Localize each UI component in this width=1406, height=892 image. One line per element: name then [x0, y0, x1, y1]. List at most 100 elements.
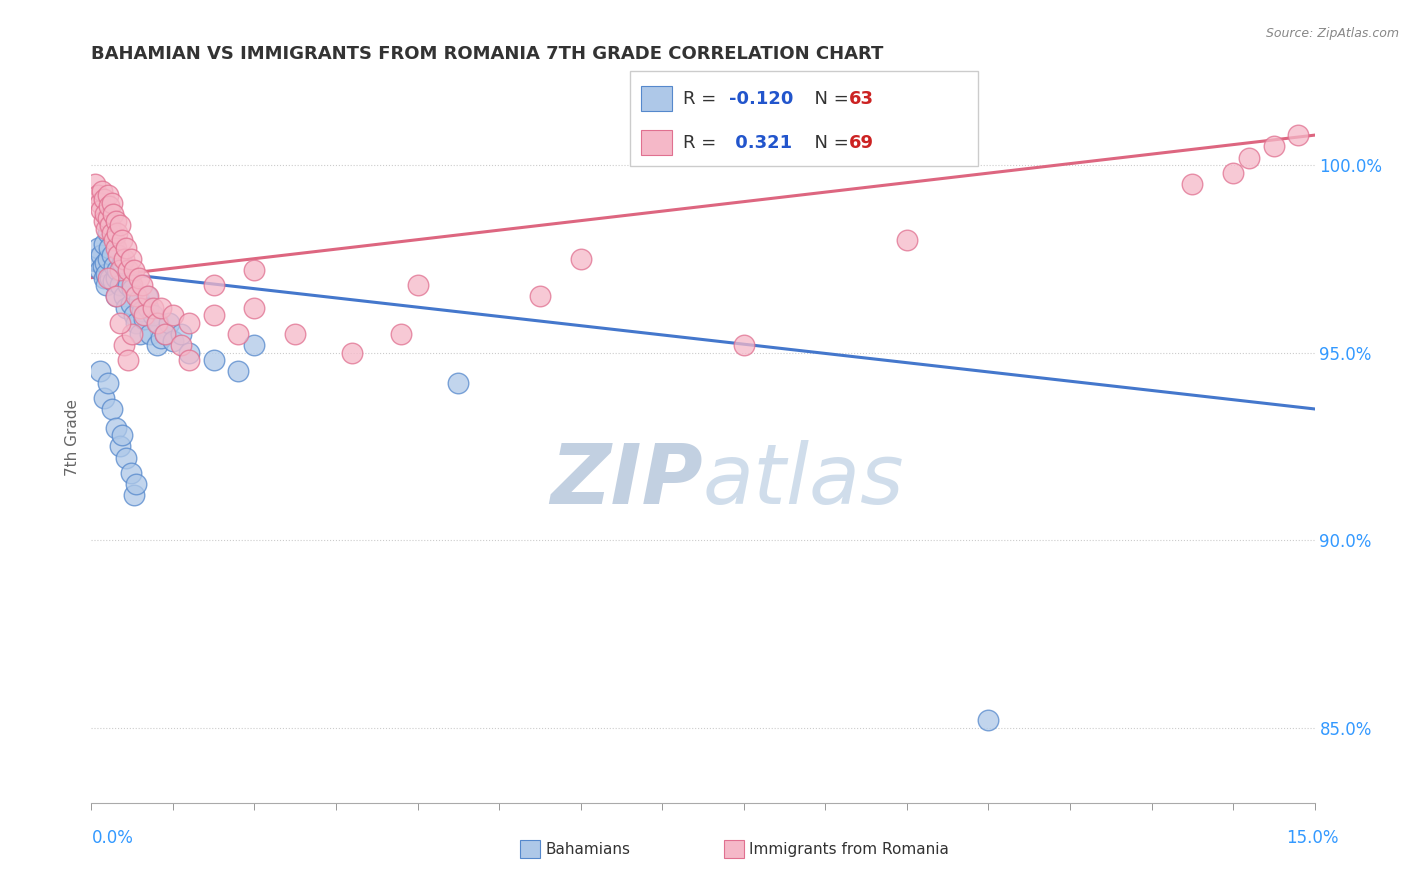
Point	[87, 188, 110, 202]
Point	[202, 308, 225, 322]
Point	[138, 289, 160, 303]
Point	[93, 214, 115, 228]
Point	[157, 316, 180, 330]
Point	[149, 301, 172, 315]
Point	[134, 312, 156, 326]
Point	[733, 338, 755, 352]
Point	[131, 304, 153, 318]
Point	[94, 207, 117, 221]
Point	[1286, 128, 1309, 142]
Point	[141, 301, 163, 315]
Point	[98, 241, 121, 255]
Point	[114, 450, 136, 465]
Text: ZIP: ZIP	[550, 441, 703, 522]
Point	[91, 260, 114, 274]
Point	[101, 274, 124, 288]
Point	[120, 466, 142, 480]
Point	[243, 263, 266, 277]
Point	[107, 226, 129, 240]
Point	[97, 188, 120, 202]
Point	[103, 260, 125, 274]
Text: R =: R =	[683, 134, 723, 152]
Point	[98, 218, 121, 232]
Point	[121, 326, 143, 341]
Point	[98, 270, 121, 285]
Text: N =: N =	[803, 134, 853, 152]
Point	[121, 278, 143, 293]
Point	[129, 326, 152, 341]
Point	[148, 316, 170, 330]
Text: R =: R =	[683, 90, 723, 108]
Point	[162, 334, 184, 349]
Point	[89, 364, 111, 378]
Point	[93, 270, 115, 285]
Point	[97, 226, 120, 240]
Point	[94, 222, 117, 236]
Point	[121, 282, 143, 296]
Point	[94, 278, 117, 293]
Text: 15.0%: 15.0%	[1286, 829, 1339, 847]
Point	[110, 233, 132, 247]
Point	[97, 376, 120, 390]
Point	[122, 488, 145, 502]
Point	[101, 195, 124, 210]
Point	[104, 241, 127, 255]
Point	[97, 270, 120, 285]
Point	[107, 248, 129, 262]
Point	[90, 203, 112, 218]
Point	[1181, 177, 1204, 191]
Point	[120, 297, 142, 311]
Y-axis label: 7th Grade: 7th Grade	[65, 399, 80, 475]
Text: Bahamians: Bahamians	[546, 842, 630, 856]
Point	[284, 326, 307, 341]
Point	[170, 338, 193, 352]
Point	[112, 338, 135, 352]
Point	[101, 401, 124, 416]
Point	[101, 248, 124, 262]
Point	[179, 353, 201, 368]
Point	[389, 326, 412, 341]
Point	[112, 289, 135, 303]
Point	[114, 241, 136, 255]
Text: Immigrants from Romania: Immigrants from Romania	[749, 842, 949, 856]
Point	[202, 353, 225, 368]
Point	[104, 289, 127, 303]
Point	[94, 267, 117, 281]
Text: 63: 63	[849, 90, 875, 108]
Point	[93, 391, 115, 405]
Point	[179, 316, 201, 330]
Point	[108, 316, 131, 330]
Point	[93, 192, 115, 206]
Point	[243, 338, 266, 352]
Text: BAHAMIAN VS IMMIGRANTS FROM ROMANIA 7TH GRADE CORRELATION CHART: BAHAMIAN VS IMMIGRANTS FROM ROMANIA 7TH …	[91, 45, 884, 62]
Point	[1263, 139, 1285, 153]
Point	[117, 278, 139, 293]
Point	[202, 278, 225, 293]
Point	[122, 308, 145, 322]
Point	[145, 316, 167, 330]
Point	[1239, 151, 1261, 165]
Point	[134, 308, 156, 322]
Point	[153, 326, 176, 341]
Point	[103, 233, 125, 247]
Point	[114, 301, 136, 315]
Point	[117, 353, 139, 368]
Point	[84, 252, 107, 266]
Point	[89, 195, 111, 210]
Point	[97, 211, 120, 225]
Point	[108, 218, 131, 232]
Point	[226, 364, 249, 378]
Point	[342, 345, 364, 359]
Point	[104, 289, 127, 303]
Point	[122, 263, 145, 277]
Point	[104, 214, 127, 228]
Point	[141, 308, 163, 322]
Point	[90, 248, 112, 262]
Point	[108, 440, 131, 454]
Point	[139, 326, 162, 341]
Point	[101, 226, 124, 240]
Point	[149, 331, 172, 345]
Point	[145, 338, 167, 352]
Point	[117, 263, 139, 277]
Point	[89, 263, 111, 277]
